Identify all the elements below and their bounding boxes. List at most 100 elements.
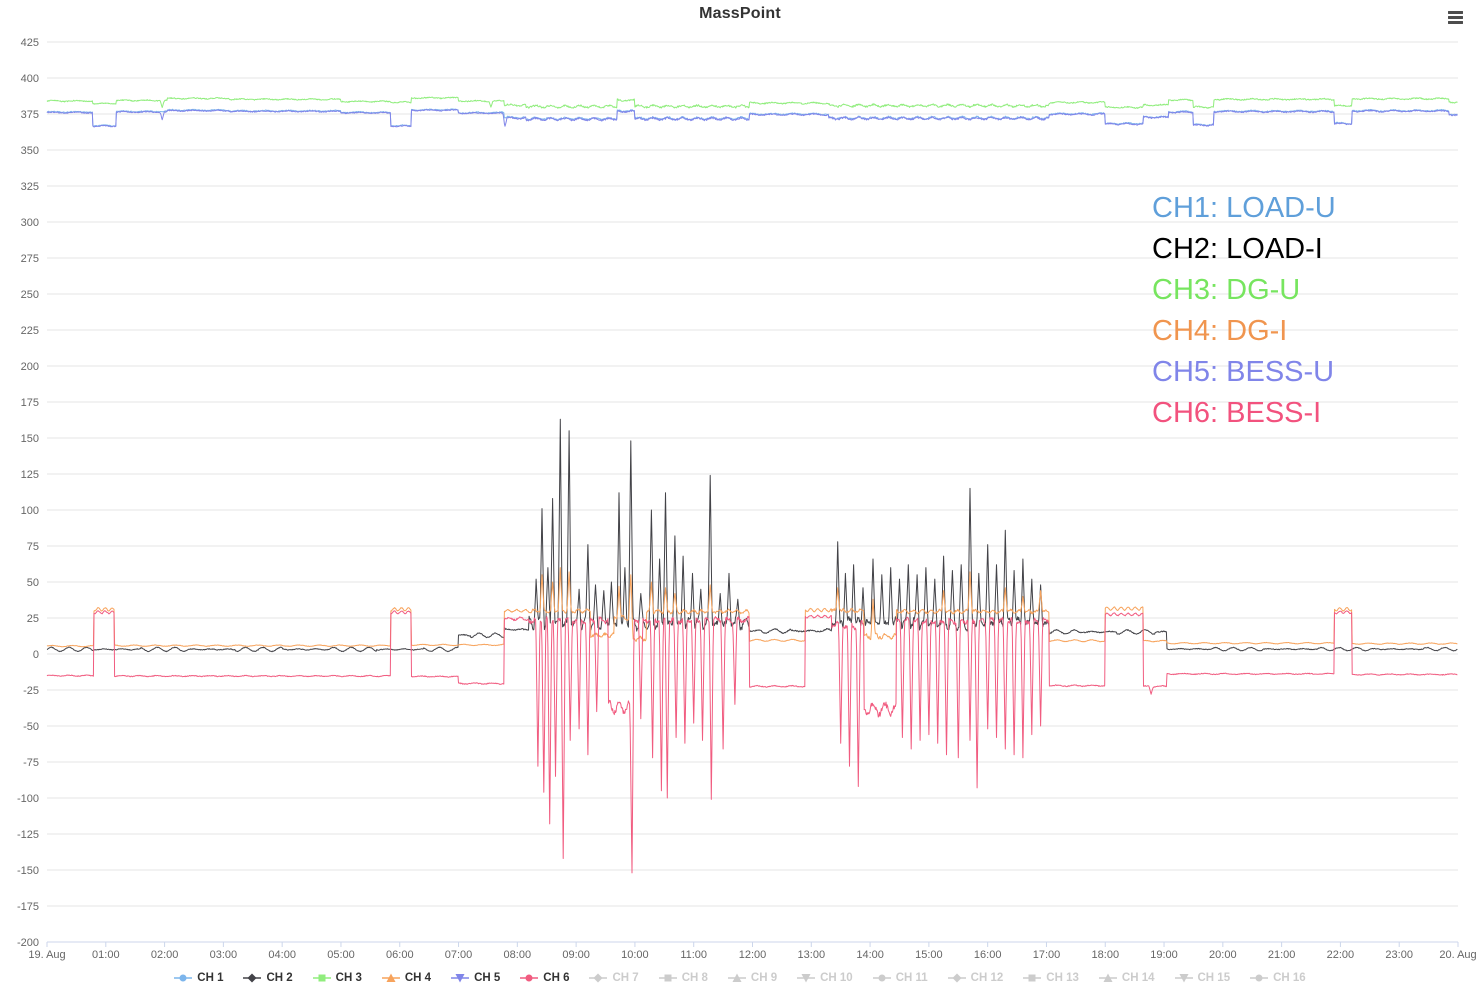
- triangle-down-marker-icon: [797, 974, 816, 983]
- series-line-ch-5: [46, 109, 1458, 128]
- legend-item-label: CH 2: [266, 972, 293, 984]
- y-axis-label: 75: [27, 541, 39, 553]
- x-axis-label: 13:00: [798, 949, 826, 961]
- legend-item-ch-11[interactable]: CH 11: [872, 972, 928, 984]
- legend-item-ch-10[interactable]: CH 10: [797, 972, 853, 984]
- x-axis-label: 05:00: [327, 949, 355, 961]
- x-axis-label: 02:00: [151, 949, 179, 961]
- annotation-ch3: CH3: DG-U: [1152, 274, 1301, 306]
- y-axis-label: 350: [21, 145, 39, 157]
- legend-item-label: CH 4: [404, 972, 432, 984]
- legend-item-label: CH 3: [335, 972, 362, 984]
- x-axis-label: 18:00: [1092, 949, 1120, 961]
- x-axis-label: 12:00: [739, 949, 767, 961]
- legend-item-label: CH 14: [1121, 972, 1155, 984]
- triangle-marker-icon: [381, 973, 400, 982]
- legend-item-ch-4[interactable]: CH 4: [381, 972, 432, 984]
- triangle-marker-icon: [1098, 973, 1117, 982]
- diamond-marker-icon: [947, 973, 966, 983]
- legend-item-ch-8[interactable]: CH 8: [658, 972, 708, 984]
- circle-marker-icon: [174, 974, 193, 982]
- x-axis-label: 09:00: [562, 949, 590, 961]
- legend-item-label: CH 6: [543, 972, 570, 984]
- x-axis-label: 19:00: [1150, 949, 1178, 961]
- x-axis-label: 22:00: [1327, 949, 1355, 961]
- triangle-down-marker-icon: [451, 974, 470, 983]
- legend-item-ch-12[interactable]: CH 12: [947, 972, 1004, 984]
- y-axis-label: 375: [21, 109, 39, 121]
- y-axis-label: -75: [23, 757, 39, 769]
- x-axis-label: 14:00: [856, 949, 884, 961]
- legend-item-label: CH 8: [681, 972, 708, 984]
- legend-item-label: CH 7: [612, 972, 639, 984]
- legend-item-ch-16[interactable]: CH 16: [1250, 972, 1306, 984]
- x-axis-label: 17:00: [1033, 949, 1061, 961]
- y-axis-label: 50: [27, 577, 39, 589]
- series-line-ch-2: [46, 418, 1458, 653]
- x-axis-label: 03:00: [210, 949, 238, 961]
- triangle-down-marker-icon: [1174, 974, 1193, 983]
- legend-item-label: CH 1: [197, 972, 224, 984]
- legend-item-ch-15[interactable]: CH 15: [1174, 972, 1231, 984]
- y-axis-label: -175: [17, 901, 39, 913]
- x-axis-label: 20. Aug: [1439, 949, 1476, 961]
- square-marker-icon: [312, 974, 331, 982]
- square-marker-icon: [658, 974, 677, 982]
- annotation-ch5: CH5: BESS-U: [1152, 356, 1335, 388]
- legend-item-label: CH 12: [970, 972, 1004, 984]
- legend-item-ch-5[interactable]: CH 5: [451, 972, 500, 984]
- chart-title: MassPoint: [699, 5, 781, 22]
- legend-item-ch-2[interactable]: CH 2: [243, 972, 293, 984]
- legend-item-label: CH 9: [750, 972, 778, 984]
- y-axis-label: -100: [17, 793, 39, 805]
- y-axis-label: 150: [21, 433, 39, 445]
- x-axis-label: 23:00: [1385, 949, 1413, 961]
- annotation-ch6: CH6: BESS-I: [1152, 397, 1322, 429]
- x-axis-label: 01:00: [92, 949, 120, 961]
- legend-item-label: CH 15: [1197, 972, 1231, 984]
- x-axis-label: 16:00: [974, 949, 1002, 961]
- y-axis-label: 425: [21, 37, 39, 49]
- x-axis-label: 11:00: [680, 949, 707, 961]
- series-legend: CH 1 CH 2 CH 3 CH 4 CH 5 CH 6 CH 7 CH 8 CH 9 CH 1…: [0, 972, 1480, 984]
- y-axis-label: -200: [17, 937, 39, 949]
- diamond-marker-icon: [589, 973, 608, 983]
- x-axis-label: 07:00: [445, 949, 473, 961]
- annotation-ch2: CH2: LOAD-I: [1152, 233, 1323, 265]
- legend-item-ch-7[interactable]: CH 7: [589, 972, 639, 984]
- annotation-ch4: CH4: DG-I: [1152, 315, 1288, 347]
- y-axis-label: 225: [21, 325, 39, 337]
- legend-item-label: CH 16: [1273, 972, 1306, 984]
- legend-item-label: CH 11: [895, 972, 928, 984]
- triangle-marker-icon: [727, 973, 746, 982]
- x-axis-label: 04:00: [268, 949, 296, 961]
- y-axis-label: 400: [21, 73, 39, 85]
- y-axis-label: 100: [21, 505, 39, 517]
- series-line-ch-4: [46, 567, 1458, 648]
- annotation-ch1: CH1: LOAD-U: [1152, 192, 1336, 224]
- legend-item-ch-6[interactable]: CH 6: [520, 972, 569, 984]
- export-menu-button[interactable]: [1442, 5, 1468, 29]
- square-marker-icon: [1023, 974, 1042, 982]
- circle-marker-icon: [872, 974, 891, 982]
- y-axis-label: -150: [17, 865, 39, 877]
- y-axis-label: 125: [21, 469, 39, 481]
- y-axis-label: 325: [21, 181, 39, 193]
- y-axis-label: 0: [33, 649, 39, 661]
- y-axis-label: 300: [21, 217, 39, 229]
- y-axis-label: 275: [21, 253, 39, 265]
- legend-item-ch-3[interactable]: CH 3: [312, 972, 362, 984]
- y-axis-label: -50: [23, 721, 39, 733]
- y-axis-label: -125: [17, 829, 39, 841]
- y-axis-label: 25: [27, 613, 39, 625]
- legend-item-ch-14[interactable]: CH 14: [1098, 972, 1155, 984]
- legend-item-ch-9[interactable]: CH 9: [727, 972, 778, 984]
- circle-marker-icon: [1250, 974, 1269, 982]
- legend-item-ch-13[interactable]: CH 13: [1023, 972, 1079, 984]
- y-axis-label: -25: [23, 685, 39, 697]
- diamond-marker-icon: [243, 973, 262, 983]
- y-axis-label: 175: [21, 397, 39, 409]
- legend-item-ch-1[interactable]: CH 1: [174, 972, 223, 984]
